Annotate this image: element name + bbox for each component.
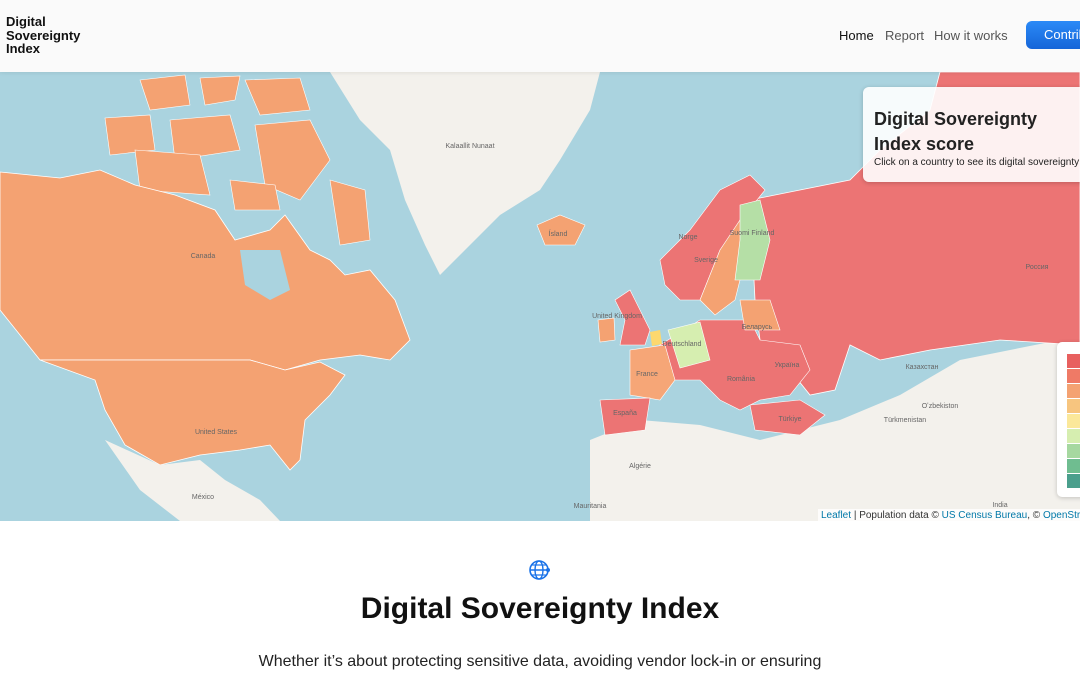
header: Digital Sovereignty Index Home Report Ho… — [0, 0, 1080, 72]
map-label: Norge — [678, 234, 697, 241]
country-ireland[interactable] — [597, 317, 616, 343]
legend — [1057, 342, 1080, 497]
attribution: Leaflet | Population data © US Census Bu… — [818, 509, 1080, 522]
country-netherlands[interactable] — [650, 330, 662, 346]
map-label: Россия — [1026, 264, 1049, 271]
map-label: Mauritania — [574, 503, 607, 510]
map-label: Kalaallit Nunaat — [445, 143, 494, 150]
page-heading: Digital Sovereignty Index — [360, 592, 720, 625]
swatch — [1067, 459, 1080, 473]
globe-icon — [529, 560, 550, 580]
swatch — [1067, 399, 1080, 413]
map-label: España — [613, 410, 637, 417]
country-finland[interactable] — [734, 199, 771, 281]
country-spain[interactable] — [599, 397, 651, 436]
swatch — [1067, 384, 1080, 398]
swatch — [1067, 474, 1080, 488]
link[interactable]: Leaflet — [821, 510, 852, 521]
country-uk[interactable] — [614, 289, 651, 346]
panel-subtitle: Click on a country to see its digital so… — [874, 157, 1080, 168]
map-label: Canada — [191, 253, 216, 260]
country-germany[interactable] — [667, 321, 711, 369]
map-label: Algérie — [629, 463, 651, 470]
nav-link[interactable]: How it works — [934, 28, 1008, 43]
nav-link[interactable]: Home — [839, 28, 874, 43]
swatch — [1067, 369, 1080, 383]
map-label: México — [192, 494, 214, 501]
map-label: Türkmenistan — [884, 417, 927, 424]
land — [105, 440, 280, 521]
map-label: Deutschland — [663, 341, 702, 348]
map-label: România — [727, 376, 755, 383]
bay — [240, 250, 290, 300]
map-label: United States — [195, 429, 238, 436]
map-label: Oʻzbekiston — [922, 402, 959, 410]
map-label: Казахстан — [906, 364, 939, 371]
map-labels: Kalaallit Nunaat Canada United States Mé… — [191, 143, 1049, 510]
link[interactable]: US Census Bureau — [941, 510, 1028, 521]
map-label: Ísland — [549, 229, 568, 238]
info-panel: Digital Sovereignty Index score Click on… — [863, 87, 1080, 182]
map-label: Türkiye — [779, 416, 802, 423]
link[interactable]: OpenStreetMap — [1042, 510, 1080, 521]
country-turkey[interactable] — [749, 399, 826, 436]
arctic-islands — [104, 74, 371, 246]
swatch — [1067, 414, 1080, 428]
nav-link[interactable]: Report — [885, 28, 925, 43]
country-iceland[interactable] — [536, 214, 586, 246]
swatch — [1067, 354, 1080, 368]
map-label: Sverige — [694, 257, 718, 264]
attribution-text: , © — [1027, 510, 1041, 521]
map-label: Suomi Finland — [730, 230, 775, 237]
map-label: Беларусь — [742, 324, 773, 331]
contribute-button[interactable]: Contribute — [1026, 21, 1080, 49]
logo[interactable]: Digital Sovereignty Index — [6, 14, 81, 56]
panel-title: Digital Sovereignty Index score — [874, 109, 1038, 154]
country-france[interactable] — [629, 344, 676, 401]
legend-swatches — [1067, 354, 1080, 488]
swatch — [1067, 444, 1080, 458]
map-label: Україна — [775, 362, 800, 369]
swatch — [1067, 429, 1080, 443]
country-belarus[interactable] — [739, 299, 781, 331]
map-label: India — [992, 502, 1007, 509]
map-label: United Kingdom — [592, 313, 642, 320]
intro-paragraph: Whether it’s about protecting sensitive … — [258, 653, 822, 670]
country-us[interactable] — [39, 359, 346, 471]
land — [330, 72, 600, 275]
land — [590, 340, 1080, 521]
attribution-text: | Population data © — [853, 510, 939, 521]
map-label: France — [636, 371, 658, 378]
